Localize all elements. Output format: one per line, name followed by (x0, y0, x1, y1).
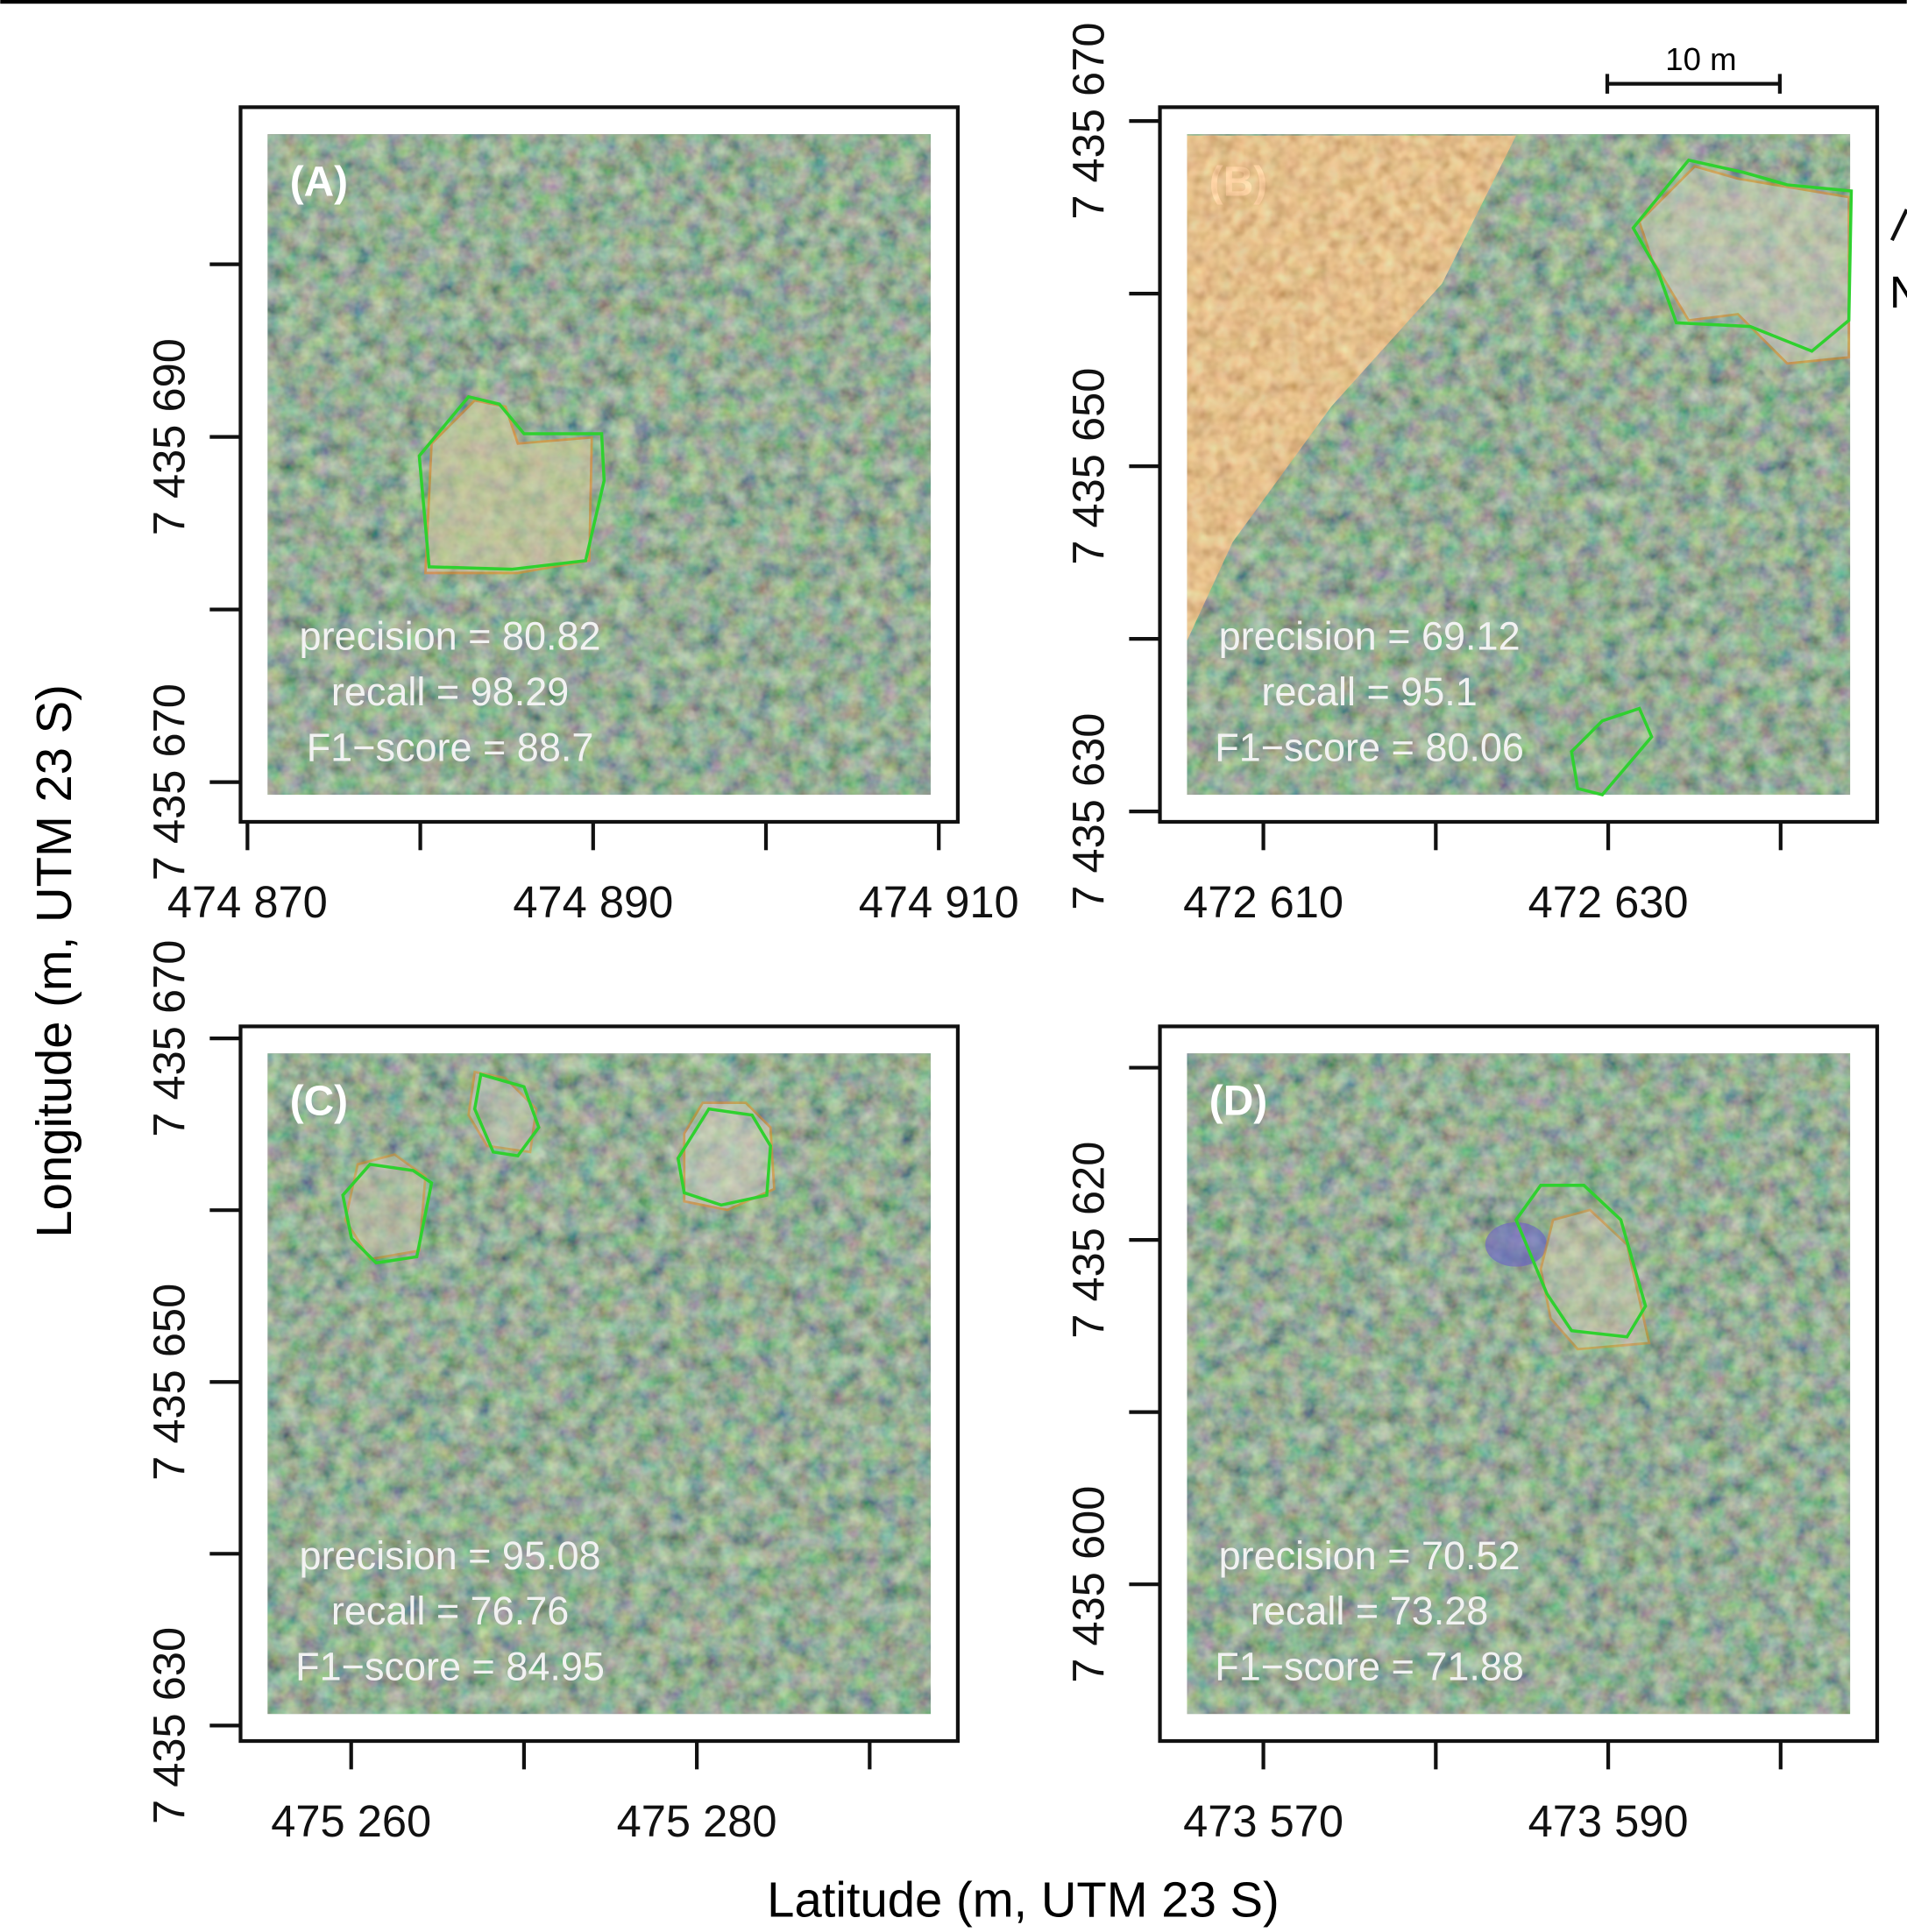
y-tick-label: 7 435 620 (1064, 1142, 1114, 1339)
top-border (0, 0, 1906, 4)
x-tick-label: 475 280 (617, 1796, 777, 1846)
x-tick-label: 472 630 (1528, 877, 1689, 927)
stat-label: precision = 80.82 (300, 614, 601, 659)
y-axis-title: Longitude (m, UTM 23 S) (26, 684, 82, 1238)
y-tick-label: 7 435 630 (145, 1627, 195, 1824)
x-tick-label: 474 910 (859, 877, 1019, 927)
panel-label: (C) (290, 1079, 348, 1125)
figure: (A) precision = 80.82 recall = 98.29 F1−sco… (0, 0, 1907, 1932)
y-tick-label: 7 435 670 (1064, 23, 1114, 220)
x-tick-label: 472 610 (1183, 877, 1343, 927)
scale-label: 10 m (1665, 41, 1736, 77)
stat-label: precision = 70.52 (1219, 1533, 1521, 1578)
stat-label: recall = 73.28 (1251, 1589, 1488, 1633)
x-tick-label: 475 260 (271, 1796, 431, 1846)
panel-label: (D) (1209, 1079, 1267, 1125)
stat-label: recall = 76.76 (331, 1589, 569, 1633)
y-tick-label: 7 435 670 (145, 683, 195, 881)
crown-reference (684, 1103, 775, 1210)
stat-label: recall = 95.1 (1261, 669, 1477, 714)
x-tick-label: 474 870 (167, 877, 328, 927)
stat-label: F1−score = 84.95 (295, 1644, 605, 1688)
y-tick-label: 7 435 650 (1064, 368, 1114, 565)
x-axis-title: Latitude (m, UTM 23 S) (767, 1872, 1280, 1928)
artifact (1485, 1222, 1547, 1267)
x-tick-label: 473 590 (1528, 1796, 1689, 1846)
panels: (A) precision = 80.82 recall = 98.29 F1−sco… (145, 23, 1877, 1847)
y-tick-label: 7 435 630 (1064, 713, 1114, 910)
panel-label: (A) (290, 159, 348, 206)
scale-bar: 10 m (1606, 41, 1782, 94)
x-tick-label: 473 570 (1183, 1796, 1343, 1846)
y-tick-label: 7 435 650 (145, 1284, 195, 1481)
y-tick-label: 7 435 670 (145, 940, 195, 1137)
stat-label: precision = 95.08 (300, 1533, 601, 1578)
y-tick-label: 7 435 690 (145, 338, 195, 535)
north-arrow (1892, 209, 1907, 240)
stat-label: recall = 98.29 (331, 669, 569, 714)
stat-label: F1−score = 80.06 (1215, 725, 1524, 769)
stat-label: precision = 69.12 (1219, 614, 1521, 659)
north-label: N (1889, 267, 1907, 317)
stat-label: F1−score = 71.88 (1215, 1644, 1524, 1688)
y-tick-label: 7 435 600 (1064, 1486, 1114, 1683)
stat-label: F1−score = 88.7 (307, 725, 594, 769)
x-tick-label: 474 890 (513, 877, 673, 927)
